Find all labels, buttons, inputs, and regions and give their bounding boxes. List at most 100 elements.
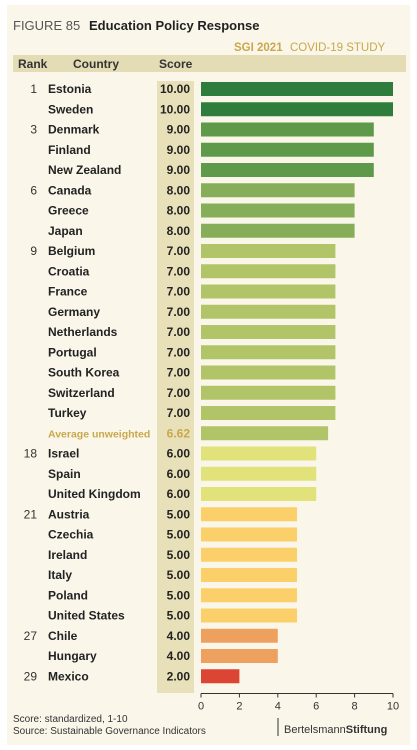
score-label: 9.00	[167, 143, 191, 157]
average-label: Average unweighted	[48, 428, 150, 440]
country-label: Italy	[48, 568, 72, 582]
bar	[201, 446, 317, 461]
study-name: COVID-19 STUDY	[290, 42, 386, 54]
country-label: Denmark	[48, 123, 100, 137]
country-label: New Zealand	[48, 163, 121, 177]
country-label: South Korea	[48, 366, 120, 380]
rank-label: 27	[24, 629, 38, 643]
bar	[201, 669, 240, 684]
score-label: 8.00	[167, 224, 191, 238]
country-label: Austria	[48, 507, 90, 521]
bar	[201, 244, 336, 258]
country-label: Estonia	[48, 82, 92, 96]
score-note: Score: standardized, 1-10	[13, 714, 128, 725]
score-label: 8.00	[167, 183, 191, 197]
score-label: 9.00	[167, 123, 191, 137]
x-tick-label: 6	[313, 701, 319, 713]
bar	[201, 163, 374, 177]
score-label: 5.00	[167, 548, 191, 562]
score-column-band	[157, 81, 194, 693]
score-label: 7.00	[167, 345, 191, 359]
figure-label: FIGURE 85	[13, 18, 80, 33]
score-label: 9.00	[167, 163, 191, 177]
bar	[201, 628, 278, 643]
score-label: 6.00	[167, 487, 191, 501]
score-label: 7.00	[167, 386, 191, 400]
bar	[201, 487, 317, 501]
score-label: 7.00	[167, 244, 191, 258]
country-label: Finland	[48, 143, 91, 157]
country-label: Switzerland	[48, 386, 115, 400]
column-header-rank: Rank	[18, 57, 48, 71]
bar	[201, 608, 297, 623]
rank-label: 21	[24, 507, 38, 521]
country-label: Germany	[48, 305, 100, 319]
country-label: United States	[48, 609, 125, 623]
score-label: 6.00	[167, 447, 191, 461]
score-label: 4.00	[167, 649, 191, 663]
column-header-band	[13, 55, 406, 72]
bar	[201, 264, 336, 279]
bar	[201, 568, 297, 582]
score-label: 5.00	[167, 568, 191, 582]
rank-label: 3	[30, 123, 37, 137]
country-label: Netherlands	[48, 325, 118, 339]
x-tick-label: 0	[198, 701, 204, 713]
bar	[201, 223, 355, 238]
country-label: Greece	[48, 204, 89, 218]
bar	[201, 527, 297, 542]
bar	[201, 466, 317, 481]
bar	[201, 385, 336, 400]
rank-label: 29	[24, 669, 38, 683]
bar	[201, 547, 297, 562]
country-label: Poland	[48, 588, 88, 602]
bar	[201, 649, 278, 663]
country-label: Hungary	[48, 649, 97, 663]
country-label: Mexico	[48, 669, 89, 683]
country-label: Turkey	[48, 406, 87, 420]
column-header-score: Score	[159, 57, 193, 71]
average-bar	[201, 426, 329, 441]
bar	[201, 122, 374, 137]
country-label: Japan	[48, 224, 83, 238]
rank-label: 6	[30, 183, 37, 197]
bar	[201, 203, 355, 218]
column-header-country: Country	[73, 57, 119, 71]
bar	[201, 284, 336, 299]
score-label: 5.00	[167, 588, 191, 602]
chart-title: Education Policy Response	[89, 18, 260, 33]
country-label: Israel	[48, 447, 79, 461]
bar	[201, 183, 355, 198]
score-label: 5.00	[167, 609, 191, 623]
country-label: United Kingdom	[48, 487, 141, 501]
x-tick-label: 2	[236, 701, 242, 713]
score-label: 10.00	[160, 82, 190, 96]
bar	[201, 304, 336, 319]
score-label: 2.00	[167, 669, 191, 683]
country-label: Spain	[48, 467, 81, 481]
chart-rows: 1 Estonia 10.00 Sweden 10.00 3 Denmark 9.00 Finl…	[24, 82, 393, 684]
x-tick-label: 10	[387, 701, 399, 713]
logo-part2: Stiftung	[346, 724, 388, 736]
country-label: Croatia	[48, 264, 90, 278]
bar	[201, 406, 336, 420]
country-label: Ireland	[48, 548, 87, 562]
bar	[201, 365, 336, 380]
x-tick-label: 4	[275, 701, 281, 713]
rank-label: 18	[24, 447, 38, 461]
score-label: 6.62	[167, 426, 191, 440]
rank-label: 1	[30, 82, 37, 96]
bar	[201, 102, 393, 117]
score-label: 7.00	[167, 264, 191, 278]
bar-chart: FIGURE 85 Education Policy Response SGI …	[13, 18, 406, 737]
score-label: 7.00	[167, 325, 191, 339]
study-year: SGI 2021	[234, 42, 283, 54]
country-label: Belgium	[48, 244, 95, 258]
bar	[201, 82, 393, 96]
source-note: Source: Sustainable Governance Indicator…	[13, 726, 206, 737]
country-label: Canada	[48, 183, 92, 197]
logo: BertelsmannStiftung	[284, 724, 387, 736]
x-axis: 0 2 4 6 8 10	[198, 693, 399, 713]
rank-label: 9	[30, 244, 37, 258]
score-label: 7.00	[167, 406, 191, 420]
